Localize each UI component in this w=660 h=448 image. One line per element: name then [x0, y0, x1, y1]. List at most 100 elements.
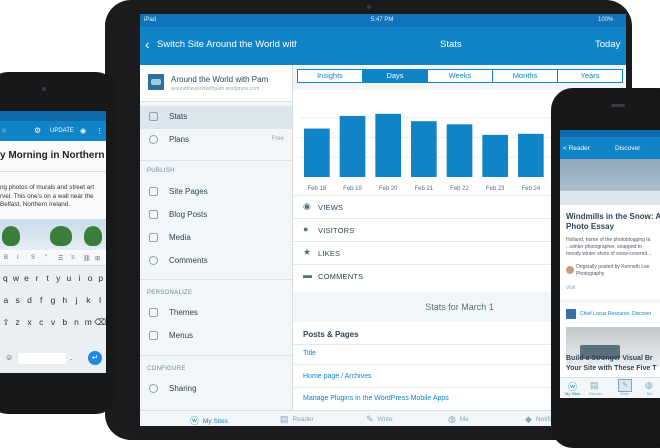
keyboard-key[interactable]: p: [98, 273, 104, 283]
write-icon[interactable]: ✎: [618, 379, 632, 392]
format-button[interactable]: I: [17, 255, 19, 261]
post-body-field[interactable]: ng photos of murals and street art rvel.…: [0, 184, 106, 210]
reader-card[interactable]: Windmills in the Snow: A Photo Essay Hol…: [560, 159, 660, 299]
post-title-field[interactable]: y Morning in Northern: [0, 150, 105, 161]
keyboard-key[interactable]: i: [78, 273, 81, 283]
chart-bar[interactable]: [339, 115, 366, 177]
person-icon[interactable]: ◍: [645, 380, 653, 390]
stat-row-visitors[interactable]: ● VISITORS: [293, 218, 626, 241]
sidebar-item-site-pages[interactable]: Site Pages: [140, 181, 292, 204]
reader-card[interactable]: Chief Locus Resource, Discover Build a S…: [560, 303, 660, 377]
switch-site-button[interactable]: Switch Site Around the World with...: [157, 39, 297, 50]
period-tabs: Insights Days Weeks Months Years: [297, 69, 623, 83]
wordpress-icon[interactable]: ⓦ: [568, 382, 578, 392]
format-button[interactable]: B: [4, 255, 9, 261]
preview-icon[interactable]: ◉: [80, 128, 87, 135]
tab-months[interactable]: Months: [493, 70, 558, 82]
format-button[interactable]: ⊞: [95, 256, 101, 262]
chart-bar[interactable]: [482, 134, 509, 177]
keyboard-key[interactable]: j: [75, 295, 78, 305]
sidebar: Around the World with Pam aroundtheworld…: [140, 65, 293, 410]
keyboard-key[interactable]: z: [15, 317, 20, 327]
post-excerpt-line: Holland, home of the photoblogging la: [566, 237, 651, 243]
keyboard-key[interactable]: s: [15, 295, 20, 305]
keyboard-key[interactable]: a: [3, 295, 9, 305]
post-photo: [560, 159, 660, 205]
keyboard-key[interactable]: x: [27, 317, 32, 327]
sidebar-item-blog-posts[interactable]: Blog Posts: [140, 204, 292, 227]
sidebar-item-menus[interactable]: Menus: [140, 325, 292, 348]
chart-bar[interactable]: [303, 128, 330, 177]
stat-row-views[interactable]: ◉ VIEWS: [293, 195, 626, 218]
format-button[interactable]: ☰: [58, 256, 64, 262]
format-button[interactable]: “: [45, 255, 47, 261]
keyboard-key[interactable]: r: [35, 273, 39, 283]
site-header[interactable]: Around the World with Pam aroundtheworld…: [140, 65, 292, 102]
more-icon[interactable]: ⋮: [96, 128, 103, 135]
keyboard-key[interactable]: t: [46, 273, 49, 283]
sidebar-item-media[interactable]: Media: [140, 227, 292, 250]
tab-insights[interactable]: Insights: [298, 70, 363, 82]
keyboard-key[interactable]: d: [27, 295, 32, 305]
tab-write[interactable]: ✎ Write: [366, 414, 393, 425]
keyboard-key[interactable]: q: [2, 273, 8, 283]
keyboard-key[interactable]: f: [40, 295, 43, 305]
divider: [293, 387, 626, 388]
update-button[interactable]: UPDATE: [50, 128, 74, 134]
emoji-key[interactable]: ☺: [5, 353, 14, 362]
sidebar-item-sharing[interactable]: Sharing: [140, 378, 292, 401]
keyboard-key[interactable]: k: [86, 295, 91, 305]
editor-toolbar: ⌂ ⚙ UPDATE ◉ ⋮: [0, 121, 106, 141]
chevron-left-icon[interactable]: ‹: [145, 36, 150, 52]
visit-link[interactable]: Visit: [566, 285, 576, 291]
person-icon: ◍: [448, 414, 456, 424]
sidebar-item-comments[interactable]: Comments: [140, 250, 292, 273]
reader-icon[interactable]: ▤: [590, 380, 599, 390]
post-excerpt-line: ...winter photographer, snapped to: [566, 244, 642, 250]
reader-back-button[interactable]: < Reader: [563, 145, 590, 152]
chart-bar[interactable]: [517, 133, 544, 177]
format-button[interactable]: S: [31, 255, 36, 261]
write-icon: ✎: [366, 414, 374, 424]
post-link[interactable]: Manage Plugins in the WordPress Mobile A…: [303, 395, 449, 402]
keyboard-key[interactable]: g: [50, 295, 56, 305]
sidebar-item-themes[interactable]: Themes: [140, 302, 292, 325]
keyboard-key[interactable]: v: [50, 317, 56, 327]
keyboard-key[interactable]: l: [99, 295, 102, 305]
sidebar-item-plans[interactable]: Plans Free: [140, 129, 292, 152]
keyboard-key[interactable]: m: [84, 317, 92, 327]
format-button[interactable]: ⛓: [83, 256, 91, 262]
space-key[interactable]: [18, 353, 66, 364]
chart-bar[interactable]: [410, 121, 437, 177]
tab-years[interactable]: Years: [580, 71, 600, 80]
tab-weeks[interactable]: Weeks: [428, 70, 493, 82]
x-tick-label: Feb 19: [343, 186, 362, 192]
keyboard-key[interactable]: ⇧: [2, 317, 10, 327]
gear-icon[interactable]: ⚙: [34, 126, 42, 135]
post-link[interactable]: Home page / Archives: [303, 373, 372, 380]
keyboard-key[interactable]: y: [56, 273, 61, 283]
enter-key[interactable]: ↵: [88, 351, 102, 365]
keyboard-key[interactable]: w: [12, 273, 19, 283]
today-button[interactable]: Today: [595, 39, 621, 50]
tab-days[interactable]: Days: [363, 70, 428, 82]
keyboard-key[interactable]: n: [74, 317, 79, 327]
keyboard-key[interactable]: c: [39, 317, 44, 327]
keyboard-key[interactable]: ⌫: [94, 317, 106, 327]
period-key[interactable]: .: [70, 353, 73, 362]
tab-reader[interactable]: ▤ Reader: [280, 414, 314, 425]
home-icon[interactable]: ⌂: [2, 128, 6, 134]
format-button[interactable]: ≡: [71, 255, 75, 261]
keyboard-key[interactable]: e: [24, 273, 29, 283]
keyboard-key[interactable]: o: [87, 273, 93, 283]
keyboard-key[interactable]: u: [66, 273, 72, 283]
stat-row-likes[interactable]: ★ LIKES: [293, 241, 626, 264]
tab-label: Reader: [589, 391, 603, 396]
chart-bar[interactable]: [446, 124, 473, 177]
keyboard-key[interactable]: h: [62, 295, 68, 305]
tab-my-sites[interactable]: ⓦ My Sites: [190, 414, 228, 426]
sidebar-item-stats[interactable]: Stats: [140, 106, 292, 129]
tab-me[interactable]: ◍ Me: [448, 414, 469, 425]
chart-bar[interactable]: [375, 113, 402, 177]
keyboard-key[interactable]: b: [62, 317, 68, 327]
